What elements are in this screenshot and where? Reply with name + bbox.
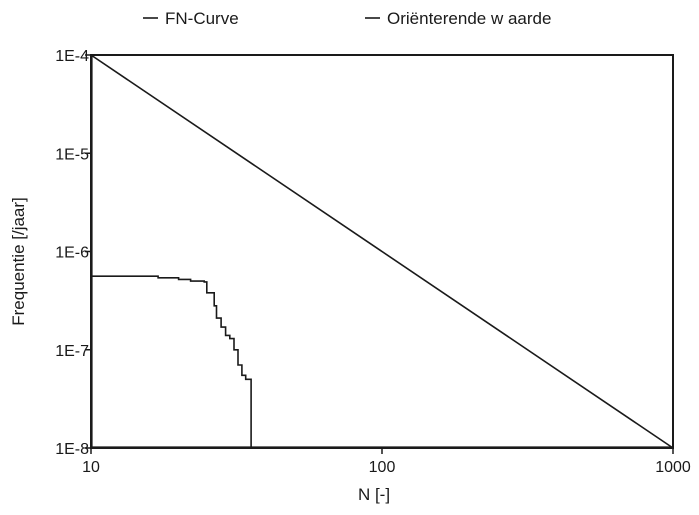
y-tick-label: 1E-5 [55, 146, 89, 163]
legend: FN-Curve Oriënterende w aarde [143, 9, 551, 28]
legend-label: FN-Curve [165, 9, 239, 28]
series-layer [90, 54, 674, 449]
y-tick-label: 1E-8 [55, 441, 89, 458]
legend-label: Oriënterende w aarde [387, 9, 551, 28]
y-tick-label: 1E-6 [55, 245, 89, 262]
y-axis: 1E-4 1E-5 1E-6 1E-7 1E-8 [55, 48, 91, 458]
series-line-fn-curve [91, 275, 252, 448]
y-tick-label: 1E-7 [55, 343, 89, 360]
x-axis: 10 100 1000 [82, 448, 691, 476]
y-axis-label: Frequentie [/jaar] [9, 197, 28, 326]
x-tick-label: 100 [369, 459, 396, 476]
x-axis-label: N [-] [358, 485, 390, 504]
y-tick-label: 1E-4 [55, 48, 89, 65]
x-tick-label: 1000 [655, 459, 691, 476]
series-line-orienterende-waarde [90, 54, 674, 449]
x-tick-label: 10 [82, 459, 100, 476]
